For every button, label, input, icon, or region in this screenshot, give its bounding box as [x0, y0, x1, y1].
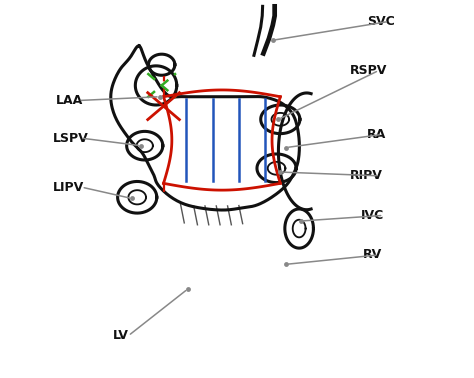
- Text: LSPV: LSPV: [53, 132, 88, 145]
- Text: LV: LV: [113, 329, 128, 342]
- Text: RSPV: RSPV: [350, 64, 387, 77]
- Text: SVC: SVC: [367, 15, 395, 28]
- Text: RA: RA: [367, 128, 386, 141]
- Text: LIPV: LIPV: [53, 181, 84, 194]
- Text: RV: RV: [363, 248, 383, 262]
- Text: LAA: LAA: [56, 94, 83, 107]
- Text: RIPV: RIPV: [350, 169, 383, 182]
- Text: IVC: IVC: [361, 209, 384, 222]
